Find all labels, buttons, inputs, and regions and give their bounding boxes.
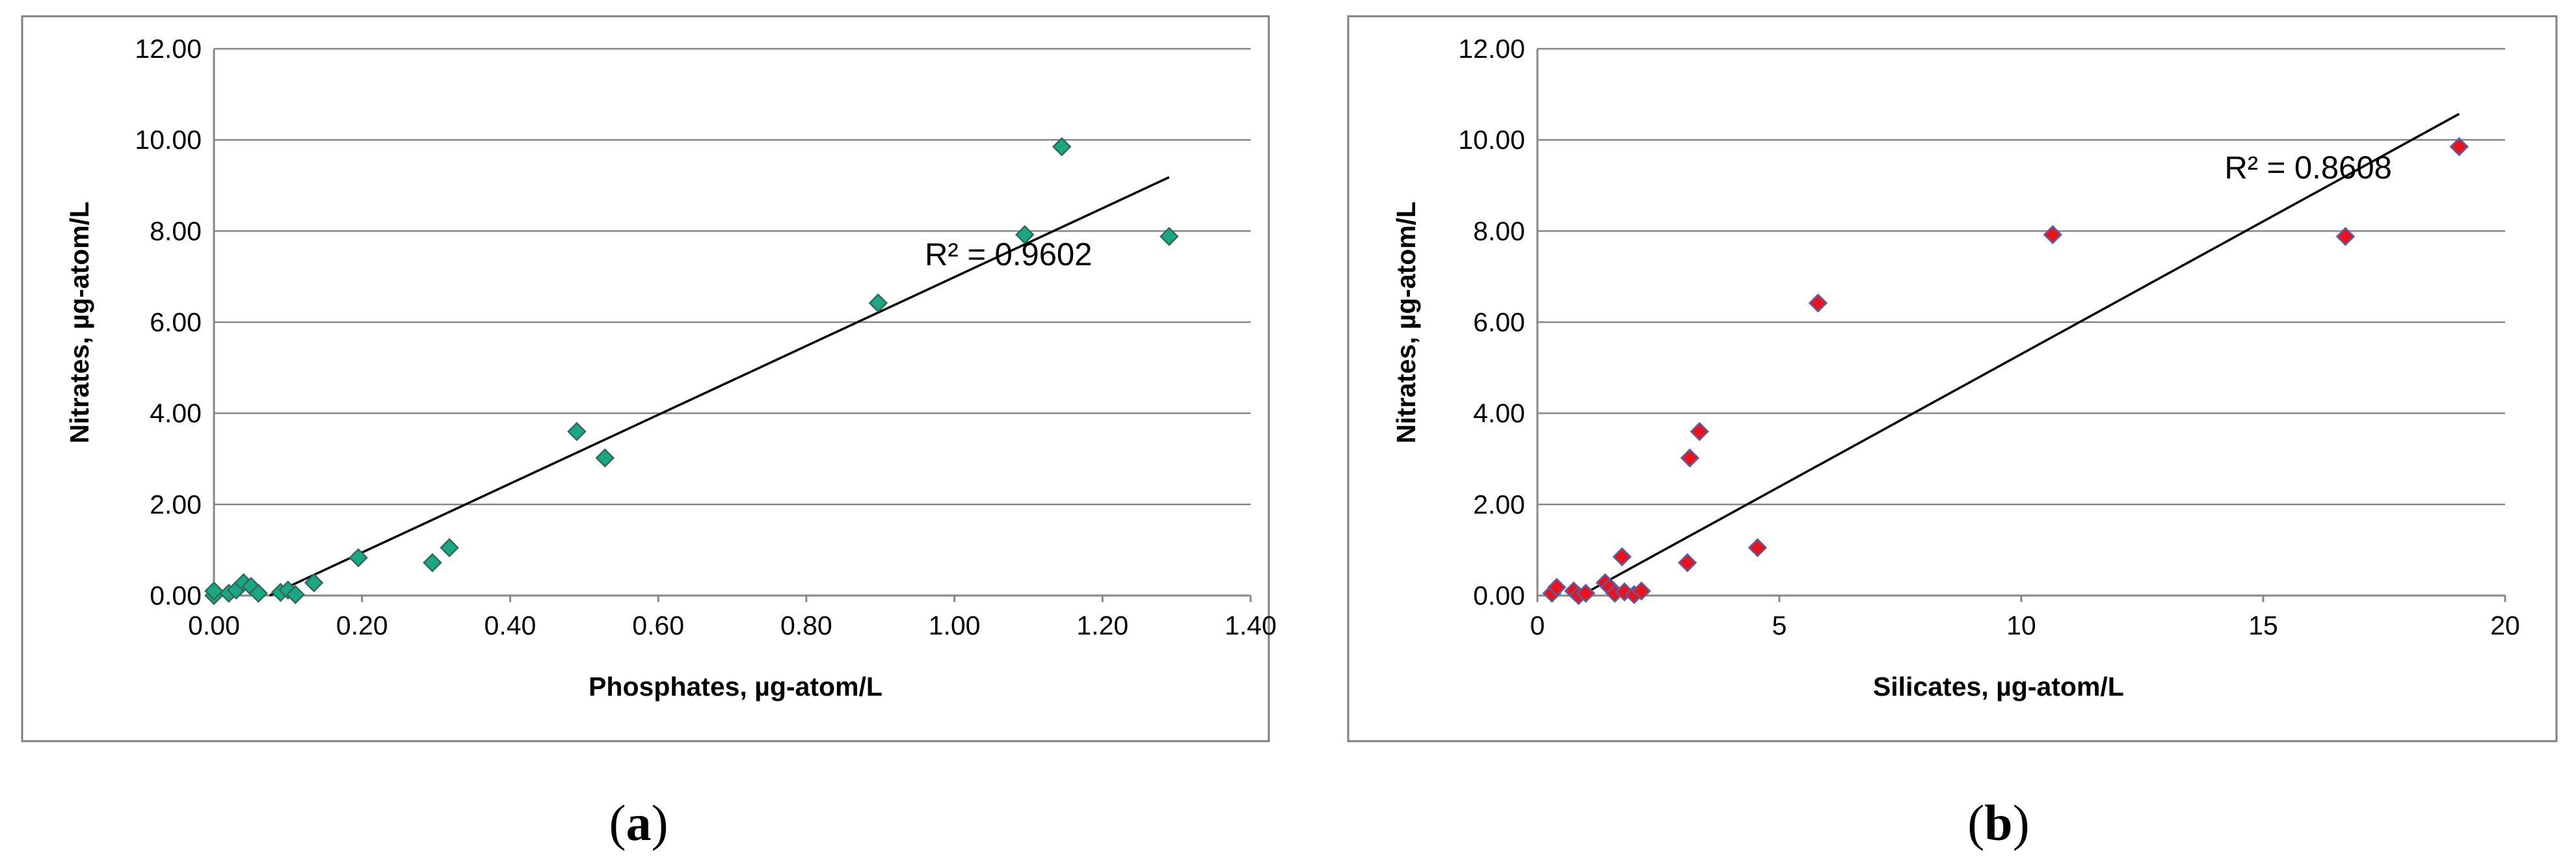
y-tick-label: 10.00 xyxy=(1458,125,1525,155)
y-tick-labels-a: 0.00 2.00 4.00 6.00 8.00 10.00 12.00 xyxy=(135,34,202,610)
y-tick-label: 12.00 xyxy=(135,34,202,64)
y-tick-label: 10.00 xyxy=(135,125,202,155)
y-tick-label: 12.00 xyxy=(1458,34,1525,64)
r-squared-label-a: R² = 0.9602 xyxy=(925,237,1092,272)
data-point xyxy=(285,584,306,605)
chart-frame-a xyxy=(21,15,1270,742)
x-tick-label: 0.80 xyxy=(780,610,832,640)
data-point xyxy=(204,581,224,601)
x-tick-label: 0.40 xyxy=(485,610,537,640)
y-tick-labels-b: 0.00 2.00 4.00 6.00 8.00 10.00 12.00 xyxy=(1458,34,1525,610)
data-point xyxy=(1052,137,1072,157)
data-point xyxy=(349,548,368,568)
x-tick-labels-b: 0 5 10 15 20 xyxy=(1530,596,2520,640)
x-tick-label: 1.40 xyxy=(1225,610,1277,640)
y-axis-title-b: Nitrates, µg-atom/L xyxy=(1391,202,1421,443)
data-point xyxy=(595,448,615,468)
x-tick-label: 0.60 xyxy=(632,610,684,640)
x-tick-label: 20 xyxy=(2490,610,2520,640)
chart-frame-b xyxy=(1347,15,2558,742)
x-axis-title-b: Silicates, µg-atom/L xyxy=(1873,672,2124,702)
x-tick-label: 0 xyxy=(1530,610,1545,640)
y-tick-label: 8.00 xyxy=(150,216,202,246)
x-tick-label: 0.00 xyxy=(188,610,240,640)
data-points-b xyxy=(1542,137,2469,605)
y-axis-title-a: Nitrates, µg-atom/L xyxy=(64,202,94,443)
x-tick-label: 15 xyxy=(2248,610,2278,640)
x-tick-label: 1.20 xyxy=(1076,610,1128,640)
y-tick-label: 4.00 xyxy=(150,399,202,428)
y-tick-label: 8.00 xyxy=(1473,216,1525,246)
data-point xyxy=(1747,538,1768,558)
data-points-a xyxy=(204,137,1179,605)
y-tick-label: 6.00 xyxy=(150,308,202,337)
x-axis-title-a: Phosphates, µg-atom/L xyxy=(589,672,883,702)
data-point xyxy=(440,538,459,558)
y-tick-label: 2.00 xyxy=(1473,490,1525,519)
data-point xyxy=(1015,225,1035,244)
y-tick-label: 2.00 xyxy=(150,490,202,519)
data-point xyxy=(567,421,587,441)
y-tick-label: 4.00 xyxy=(1473,399,1525,428)
data-point xyxy=(1612,547,1632,567)
y-tick-label: 0.00 xyxy=(150,581,202,610)
trendline-a xyxy=(269,176,1170,597)
panel-letter-b: b xyxy=(1984,794,2012,851)
r-squared-label-b: R² = 0.8608 xyxy=(2224,151,2391,186)
data-point xyxy=(423,553,442,573)
x-tick-labels-a: 0.00 0.20 0.40 0.60 0.80 1.00 1.20 1.40 xyxy=(188,596,1277,640)
data-point xyxy=(248,583,269,603)
y-tick-label: 6.00 xyxy=(1473,308,1525,337)
data-point xyxy=(1680,448,1700,468)
data-point xyxy=(1808,293,1828,313)
panel-letter-a: a xyxy=(626,794,652,851)
data-point xyxy=(1576,583,1596,603)
x-tick-label: 10 xyxy=(2006,610,2036,640)
x-tick-label: 0.20 xyxy=(336,610,388,640)
x-tick-label: 1.00 xyxy=(929,610,981,640)
gridlines-b xyxy=(1537,47,2505,506)
data-point xyxy=(1690,421,1710,441)
data-point xyxy=(2449,137,2469,157)
data-point xyxy=(868,293,888,313)
data-point xyxy=(2335,226,2356,246)
data-point xyxy=(1159,226,1179,246)
panel-label-b: (b) xyxy=(1967,794,2029,851)
trendline-b xyxy=(1580,112,2460,597)
data-point xyxy=(304,573,324,593)
y-tick-label: 0.00 xyxy=(1473,581,1525,610)
data-point xyxy=(1632,581,1651,601)
x-tick-label: 5 xyxy=(1772,610,1787,640)
gridlines-a xyxy=(214,47,1251,506)
data-point xyxy=(2043,225,2063,244)
data-point xyxy=(1547,577,1567,597)
data-point xyxy=(1677,553,1697,573)
panel-label-a: (a) xyxy=(609,794,669,851)
